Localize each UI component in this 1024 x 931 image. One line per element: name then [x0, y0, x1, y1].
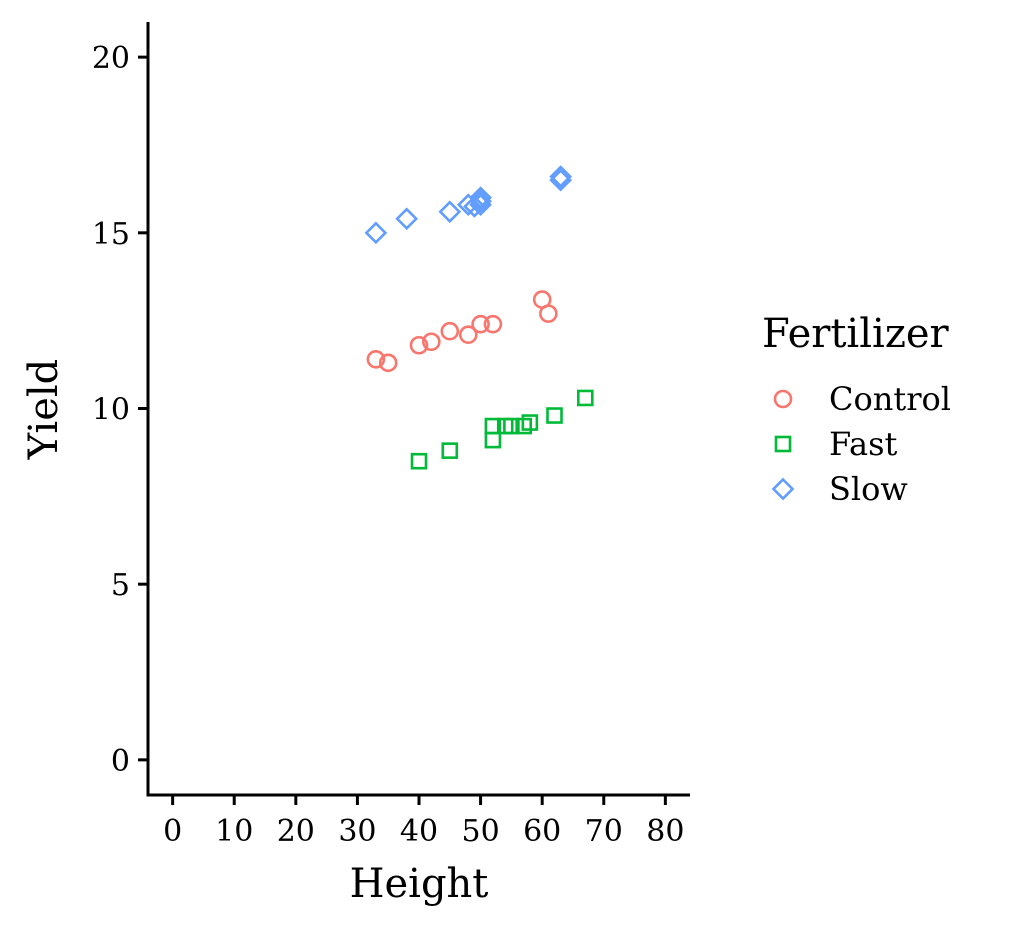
data-point — [471, 314, 490, 334]
data-point — [576, 389, 594, 407]
legend-key-slow — [771, 477, 795, 501]
y-tick-label: 5 — [111, 568, 130, 603]
y-tick-label: 15 — [92, 217, 130, 252]
data-point — [484, 431, 502, 449]
data-point — [378, 353, 398, 373]
x-tick-label: 50 — [461, 814, 499, 849]
data-point — [546, 407, 563, 424]
x-tick-label: 20 — [277, 814, 315, 849]
y-axis-label: Yield — [21, 359, 67, 461]
data-point — [539, 304, 558, 323]
series-control — [366, 290, 558, 373]
data-point — [409, 335, 429, 355]
x-tick-label: 70 — [585, 814, 623, 849]
data-point — [438, 200, 462, 224]
data-point — [549, 168, 572, 192]
x-tick-label: 80 — [646, 814, 684, 849]
data-point — [503, 417, 520, 435]
y-tick-label: 10 — [92, 393, 130, 428]
x-tick-label: 0 — [163, 814, 182, 849]
data-point — [440, 321, 460, 341]
legend-key-control — [773, 389, 793, 409]
y-tick-label: 0 — [111, 744, 130, 779]
data-point — [410, 452, 428, 470]
legend-key-fast — [774, 435, 792, 453]
data-point — [483, 314, 503, 334]
data-point — [469, 186, 492, 210]
data-point — [549, 165, 572, 188]
data-point — [469, 189, 492, 213]
x-axis-label: Height — [350, 861, 489, 907]
data-point — [366, 350, 386, 369]
y-tick-label: 20 — [92, 41, 130, 76]
data-point — [463, 195, 486, 218]
data-point — [364, 221, 388, 245]
data-point — [458, 325, 478, 345]
series-fast — [410, 389, 594, 470]
data-point — [395, 207, 419, 231]
legend-label-slow: Slow — [829, 470, 908, 508]
x-tick-label: 10 — [215, 814, 253, 849]
series-slow — [364, 165, 572, 245]
data-point — [422, 332, 441, 352]
legend-label-control: Control — [829, 380, 951, 418]
legend: Fertilizer Control Fast Slow — [762, 311, 951, 508]
x-tick-label: 40 — [400, 814, 438, 849]
legend-label-fast: Fast — [829, 425, 898, 463]
data-point — [521, 414, 539, 431]
data-point — [441, 442, 459, 459]
x-tick-label: 60 — [523, 814, 561, 849]
legend-title: Fertilizer — [762, 311, 950, 357]
data-point — [469, 193, 492, 217]
x-tick-label: 30 — [338, 814, 376, 849]
